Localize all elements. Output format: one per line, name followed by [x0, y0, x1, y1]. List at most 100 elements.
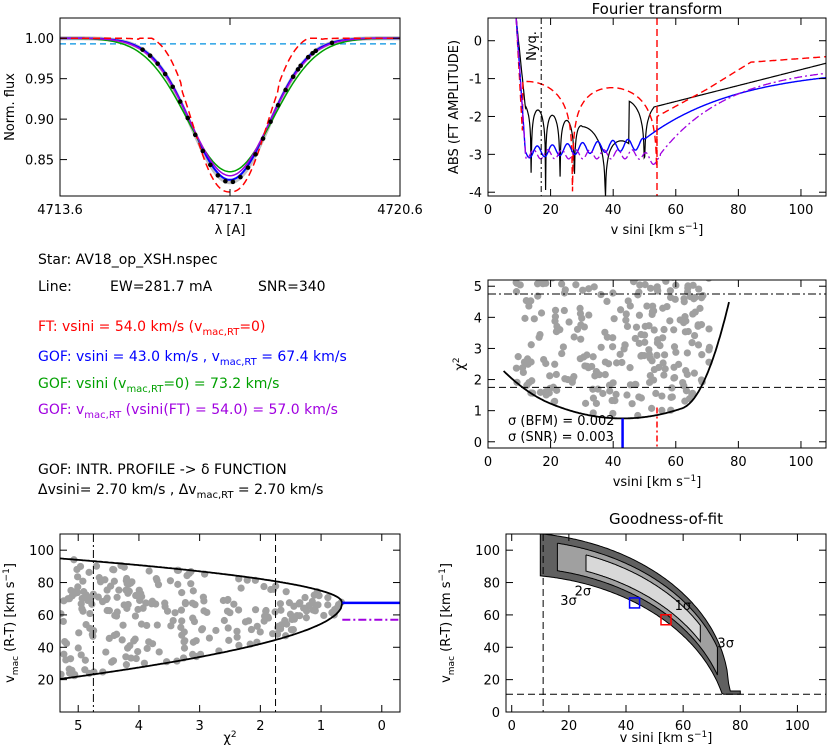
chi2-vsini-point [577, 335, 585, 343]
chi2-vsini-point [641, 281, 649, 289]
chi2-vmac-point [155, 648, 163, 656]
chi2-vmac-point [143, 621, 151, 630]
chi2-vsini-point [681, 328, 689, 336]
chi2-vmac-point [132, 654, 140, 663]
chi2-vmac-point [125, 580, 133, 588]
chi2-vsini-point [542, 280, 550, 287]
chi2-vsini-ylabel: χ2 [452, 357, 468, 370]
chi2-vsini-point [560, 306, 568, 315]
chi2-vmac-point [253, 622, 261, 630]
chi2-vmac-point [220, 616, 228, 625]
sigma-bfm-label: σ (BFM) = 0.002 [508, 414, 615, 429]
chi2-vsini-point [546, 372, 554, 380]
chi2-vmac-point [324, 601, 332, 609]
chi2-vsini-ytick-label: 2 [474, 374, 482, 389]
chi2-vmac-point [61, 637, 69, 646]
chi2-vsini-point [670, 343, 679, 351]
chi2-vsini-point [660, 371, 668, 379]
chi2-vmac-point [189, 650, 197, 658]
chi2-vsini-point [609, 334, 617, 342]
chi2-vmac-xtick-label: 3 [196, 719, 204, 734]
chi2-vsini-point [626, 364, 634, 372]
panel-chi2-vmac: 5 4 3 2 1 0 20 40 60 80 100 χ2 vmac (R-T) [km s−1] [2, 533, 401, 746]
chi2-vmac-point [241, 618, 250, 626]
chi2-vsini-point [536, 388, 545, 396]
chi2-vmac-point [153, 576, 161, 585]
chi2-vsini-point [689, 310, 697, 318]
chi2-vmac-upper-envelope [60, 557, 344, 604]
chi2-vmac-point [88, 630, 96, 639]
chi2-vsini-point [604, 360, 613, 368]
profile-data-point [147, 53, 153, 58]
chi2-vmac-point [77, 600, 85, 608]
chi2-vmac-point [131, 635, 139, 643]
chi2-vsini-point [635, 339, 643, 347]
chi2-vsini-point [527, 341, 535, 349]
chi2-vsini-xtick-label: 20 [542, 455, 559, 470]
chi2-vsini-point [690, 369, 698, 377]
chi2-vsini-point [680, 295, 688, 303]
profile-ytick-label: 1.00 [25, 32, 54, 47]
chi2-vsini-point [688, 339, 696, 347]
chi2-vsini-point [653, 283, 661, 291]
chi2-vsini-point [576, 304, 584, 312]
gof-xtick-label: 20 [561, 719, 578, 734]
chi2-vmac-point [187, 568, 195, 576]
chi2-vsini-point [653, 339, 662, 347]
profile-data-point [200, 148, 206, 154]
ft-observed-curve [515, 18, 826, 196]
chi2-vsini-point [659, 359, 667, 367]
chi2-vmac-point [251, 606, 260, 614]
chi2-vmac-point [152, 600, 160, 608]
chi2-vmac-point [110, 577, 118, 585]
chi2-vsini-point [682, 317, 690, 325]
chi2-vmac-point [310, 591, 318, 599]
chi2-vsini-point [696, 304, 704, 312]
chi2-vsini-point [624, 297, 632, 305]
chi2-vmac-point [102, 648, 110, 656]
chi2-vmac-ytick-label: 20 [37, 674, 54, 689]
chi2-vsini-point [577, 321, 585, 329]
profile-ytick-label: 0.85 [25, 154, 54, 169]
chi2-vsini-content [488, 280, 826, 448]
gof-ytick-label: 20 [483, 674, 500, 689]
chi2-vsini-point [653, 351, 661, 359]
chi2-vsini-point [558, 349, 566, 358]
chi2-vmac-point [73, 565, 81, 574]
chi2-vsini-point [686, 293, 695, 301]
chi2-vsini-point [662, 280, 670, 283]
chi2-vsini-point [608, 343, 617, 351]
chi2-vsini-point [632, 380, 640, 389]
chi2-vsini-point [645, 378, 654, 387]
chi2-vmac-point [314, 601, 322, 609]
info-ft: FT: vsini = 54.0 km/s (vmac,RT=0) [38, 319, 265, 338]
gof-xtick-label: 100 [785, 719, 810, 734]
chi2-vsini-ytick-label: 3 [474, 342, 482, 357]
chi2-vmac-xtick-label: 2 [256, 719, 264, 734]
chi2-vsini-point [680, 382, 688, 390]
chi2-vmac-point [95, 574, 103, 582]
chi2-vmac-point [60, 610, 65, 618]
chi2-vsini-point [689, 281, 697, 289]
gof-ytick-label: 100 [475, 544, 500, 559]
chi2-vsini-point [648, 357, 656, 365]
chi2-vmac-point [283, 620, 291, 628]
chi2-vsini-point [637, 394, 645, 402]
profile-data-point [329, 40, 335, 46]
chi2-vsini-point [666, 317, 674, 325]
chi2-vsini-point [640, 331, 649, 339]
chi2-vsini-point [623, 391, 631, 399]
chi2-vsini-point [551, 360, 559, 368]
chi2-vsini-point [609, 289, 617, 297]
chi2-vsini-point [540, 355, 548, 364]
chi2-vmac-point [60, 670, 65, 678]
gof-ytick-label: 60 [483, 609, 500, 624]
chi2-vsini-point [659, 304, 667, 312]
profile-data-point [313, 48, 319, 54]
chi2-vsini-point [668, 393, 676, 401]
chi2-vsini-point [698, 351, 706, 359]
ft-gof-curve [515, 18, 826, 159]
chi2-vmac-point [187, 580, 195, 588]
chi2-vsini-point [688, 390, 696, 398]
